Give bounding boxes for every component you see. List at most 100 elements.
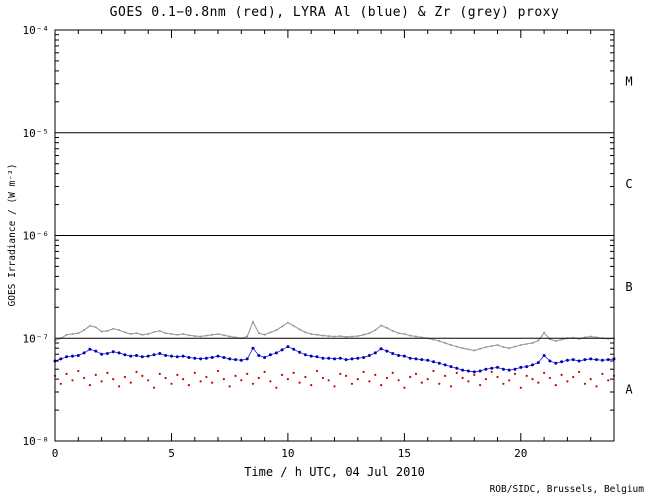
data-point bbox=[94, 349, 98, 353]
data-point bbox=[496, 365, 499, 369]
data-point bbox=[327, 335, 330, 338]
data-point bbox=[199, 357, 203, 361]
data-point bbox=[269, 380, 272, 383]
data-point bbox=[118, 385, 121, 388]
data-point bbox=[589, 357, 593, 361]
data-point bbox=[472, 370, 476, 374]
data-point bbox=[589, 335, 592, 338]
data-point bbox=[205, 334, 208, 337]
data-point bbox=[135, 370, 138, 373]
data-point bbox=[519, 344, 522, 346]
flare-class-label: C bbox=[625, 177, 632, 191]
data-point bbox=[123, 331, 126, 334]
data-point bbox=[455, 366, 459, 370]
data-point bbox=[263, 356, 267, 359]
data-point bbox=[572, 375, 575, 379]
data-point bbox=[350, 357, 354, 361]
data-point bbox=[234, 358, 237, 362]
data-point bbox=[164, 376, 167, 380]
data-point bbox=[321, 356, 325, 360]
data-point bbox=[123, 353, 127, 357]
data-point bbox=[193, 371, 196, 374]
data-point bbox=[414, 372, 418, 375]
data-point bbox=[88, 347, 92, 351]
data-point bbox=[356, 335, 359, 338]
data-point bbox=[140, 355, 144, 359]
data-point bbox=[315, 369, 319, 373]
data-point bbox=[380, 324, 383, 327]
data-point bbox=[531, 342, 534, 344]
data-point bbox=[461, 376, 464, 380]
data-point bbox=[345, 374, 348, 377]
data-point bbox=[466, 369, 470, 373]
data-point bbox=[443, 363, 447, 367]
data-point bbox=[333, 335, 336, 338]
data-point bbox=[502, 346, 505, 349]
data-point bbox=[269, 331, 272, 334]
data-point bbox=[333, 385, 336, 388]
data-point bbox=[508, 347, 511, 350]
data-point bbox=[513, 367, 517, 371]
data-point bbox=[548, 359, 552, 363]
data-point bbox=[373, 351, 377, 355]
data-point bbox=[146, 354, 150, 358]
data-point bbox=[589, 378, 592, 381]
data-point bbox=[112, 327, 115, 330]
y-tick-label: 10⁻⁶ bbox=[23, 230, 50, 243]
data-point bbox=[496, 375, 499, 379]
data-point bbox=[205, 375, 208, 379]
data-point bbox=[537, 381, 540, 384]
data-point bbox=[83, 376, 86, 380]
data-point bbox=[554, 384, 557, 387]
data-point bbox=[409, 334, 412, 337]
data-point bbox=[129, 354, 133, 358]
y-tick-label: 10⁻⁷ bbox=[23, 332, 50, 345]
data-point bbox=[577, 359, 581, 363]
data-point bbox=[257, 332, 260, 335]
data-point bbox=[71, 379, 74, 382]
data-point bbox=[315, 355, 319, 359]
data-point bbox=[100, 352, 104, 356]
data-point bbox=[217, 333, 219, 335]
data-point bbox=[286, 345, 290, 349]
data-point bbox=[501, 367, 505, 371]
data-point bbox=[560, 338, 563, 341]
data-point bbox=[252, 320, 254, 323]
data-point bbox=[71, 354, 74, 358]
data-point bbox=[414, 357, 418, 361]
data-point bbox=[59, 357, 63, 361]
data-point bbox=[153, 331, 155, 333]
data-point bbox=[438, 382, 441, 385]
data-point bbox=[362, 333, 365, 336]
data-point bbox=[420, 358, 424, 362]
data-point bbox=[543, 371, 546, 374]
data-point bbox=[571, 358, 575, 362]
y-tick-label: 10⁻⁵ bbox=[23, 127, 50, 140]
data-point bbox=[123, 375, 126, 379]
data-point bbox=[525, 365, 529, 369]
data-point bbox=[607, 379, 610, 382]
x-tick-label: 20 bbox=[514, 447, 527, 460]
series-lyra-zr bbox=[54, 320, 615, 352]
data-point bbox=[479, 384, 482, 387]
y-minor-ticks bbox=[55, 34, 614, 411]
data-point bbox=[170, 354, 173, 358]
data-point bbox=[432, 338, 435, 341]
data-point bbox=[176, 333, 179, 336]
data-point bbox=[595, 358, 598, 362]
x-tick-label: 5 bbox=[168, 447, 175, 460]
data-point bbox=[525, 343, 528, 345]
data-point bbox=[204, 356, 208, 360]
data-point bbox=[210, 356, 214, 359]
data-point bbox=[467, 380, 470, 383]
credit-text: ROB/SIDC, Brussels, Belgium bbox=[489, 484, 644, 495]
x-ticks bbox=[54, 30, 615, 441]
data-point bbox=[595, 385, 598, 388]
data-point bbox=[356, 378, 359, 381]
data-point bbox=[129, 333, 132, 335]
data-point bbox=[222, 356, 226, 359]
data-point bbox=[228, 357, 232, 361]
data-point bbox=[484, 346, 487, 349]
flare-class-label: M bbox=[625, 74, 632, 88]
data-point bbox=[228, 335, 231, 338]
